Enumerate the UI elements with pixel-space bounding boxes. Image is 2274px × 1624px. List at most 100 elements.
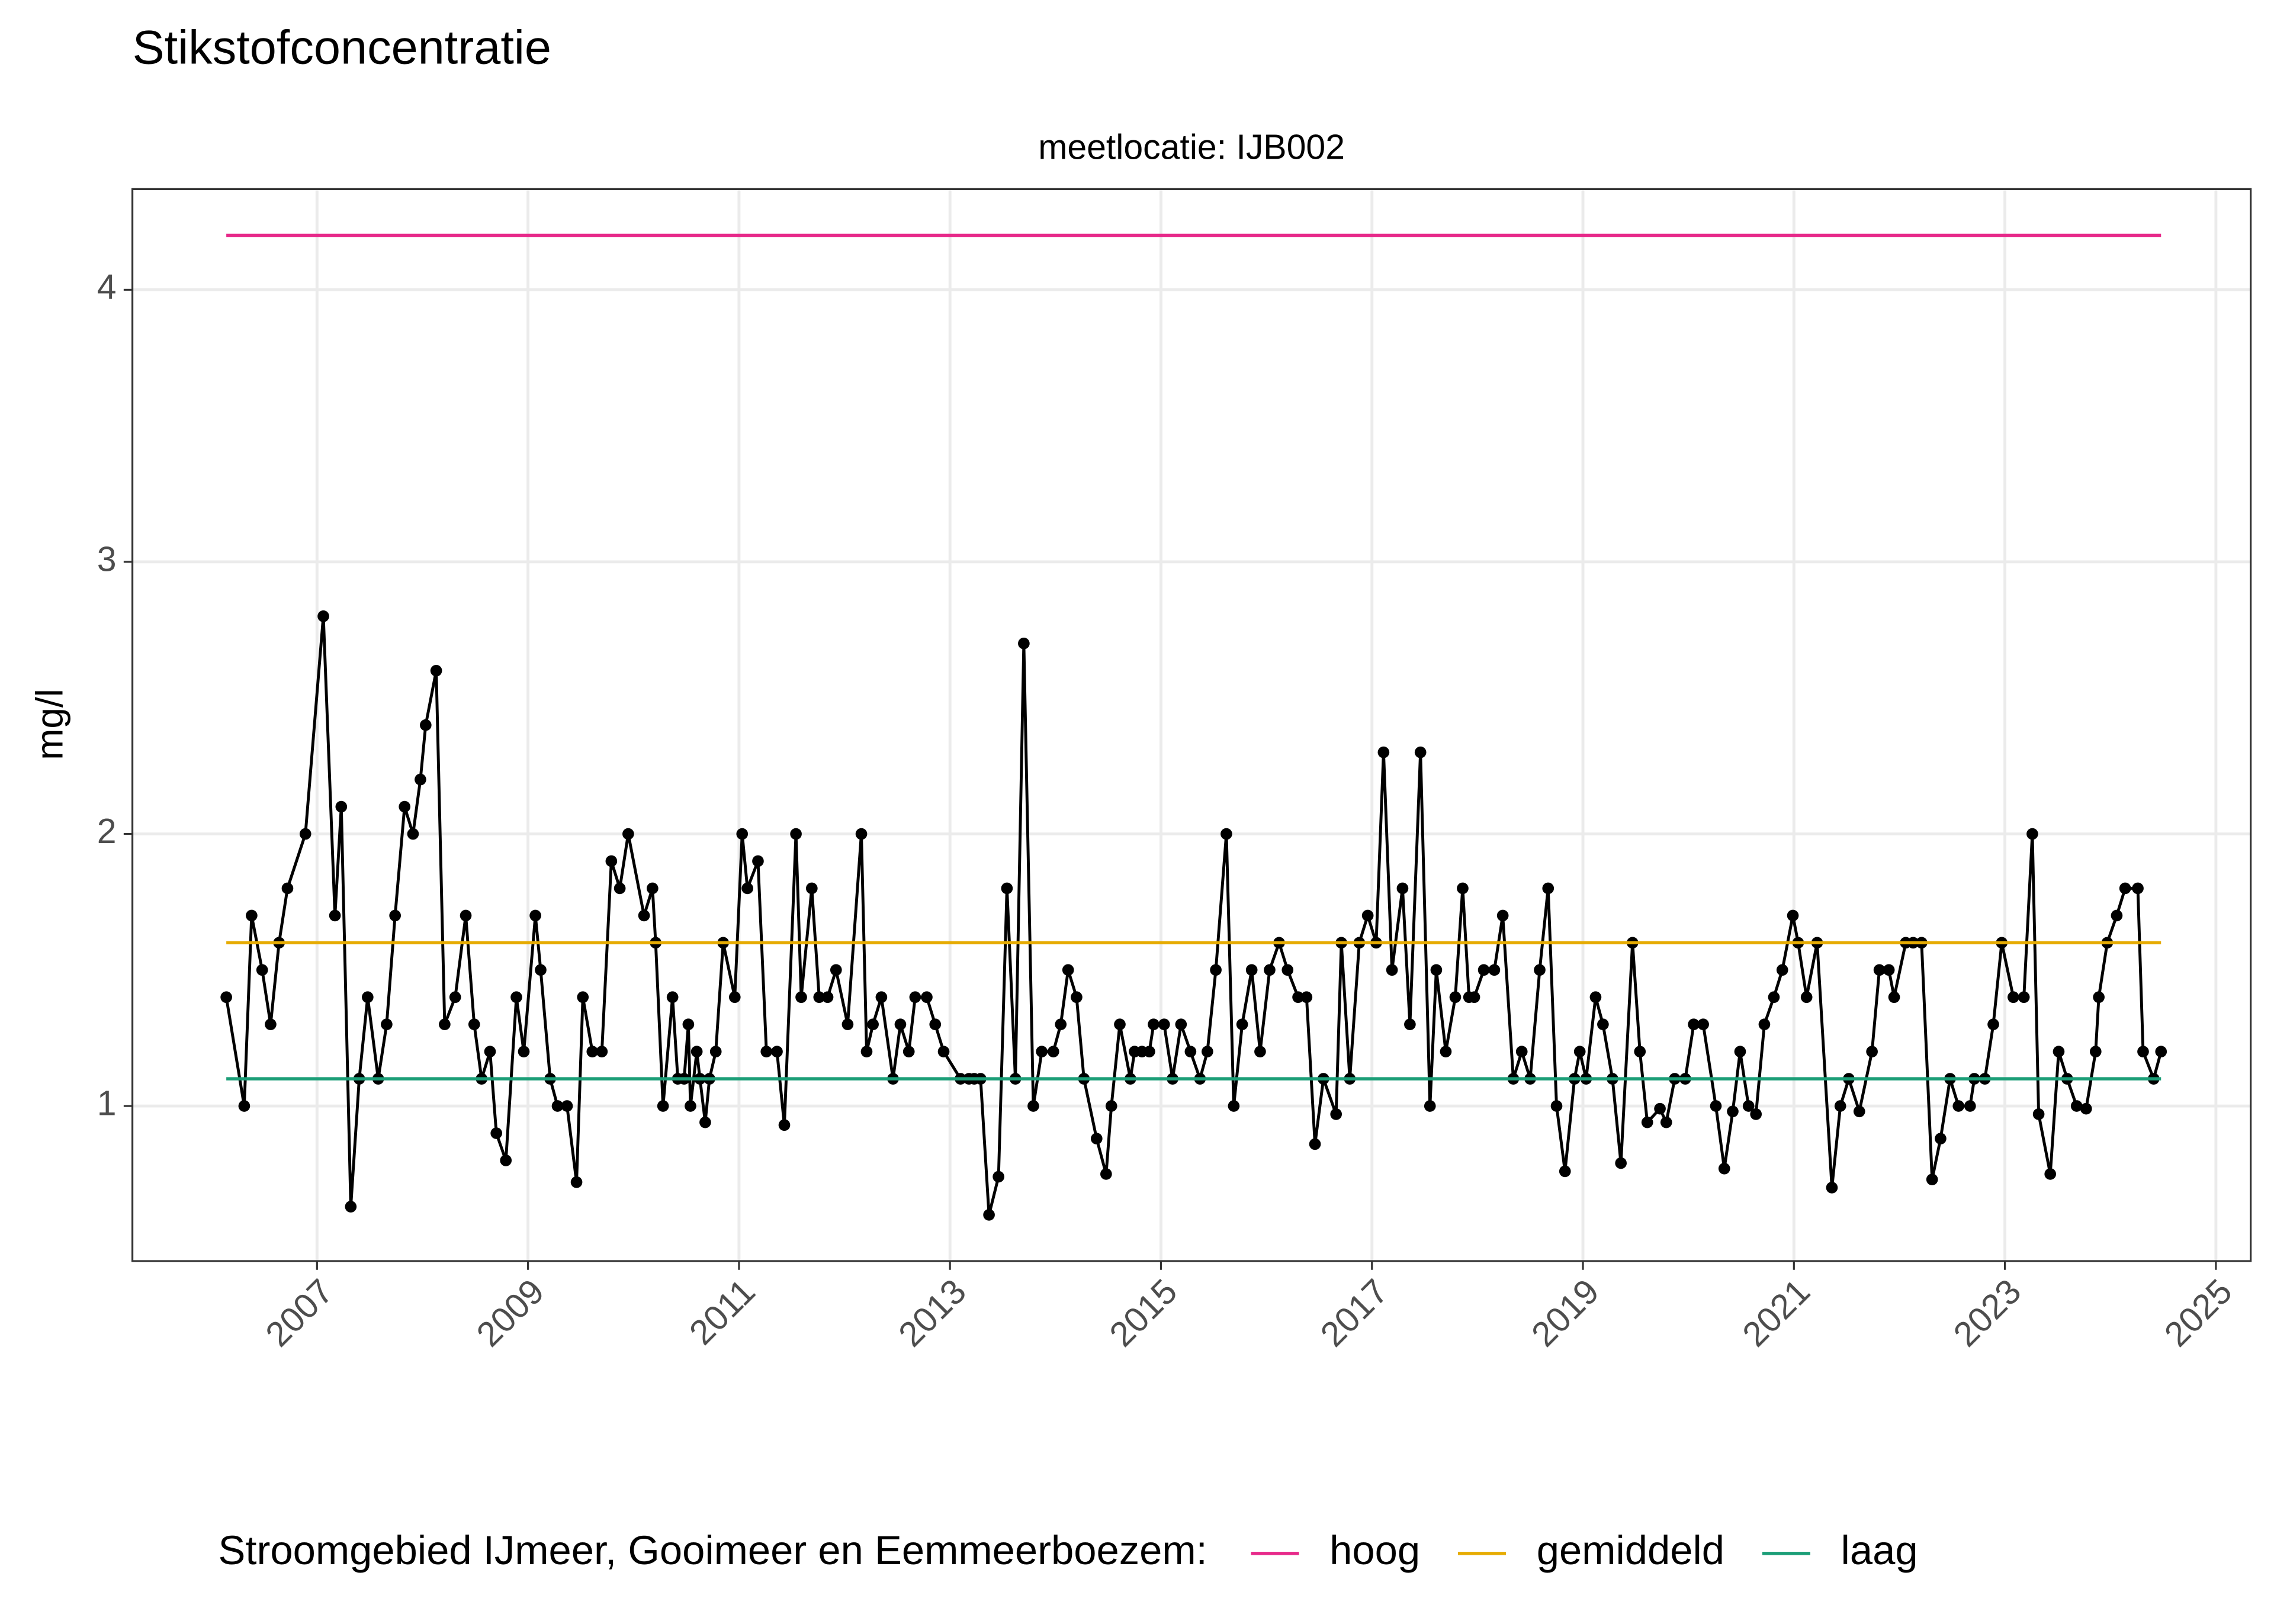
data-point — [685, 1100, 696, 1112]
chart-title: Stikstofconcentratie — [133, 21, 551, 74]
y-tick-label: 4 — [97, 268, 117, 307]
data-point — [894, 1018, 907, 1031]
data-point — [1488, 964, 1501, 976]
data-point — [1787, 909, 1799, 922]
data-point — [460, 909, 472, 922]
data-point — [586, 1046, 599, 1058]
y-tick-label: 3 — [97, 541, 117, 579]
data-point — [1750, 1108, 1762, 1120]
legend-label: hoog — [1329, 1527, 1420, 1573]
data-point — [1468, 991, 1480, 1004]
data-point — [1597, 1018, 1609, 1031]
data-point — [1430, 964, 1443, 976]
legend-label: laag — [1841, 1527, 1918, 1573]
data-point — [1114, 1018, 1126, 1031]
data-point — [1158, 1018, 1170, 1031]
data-point — [561, 1100, 573, 1112]
data-point — [622, 828, 634, 840]
data-point — [1361, 909, 1374, 922]
data-point — [1718, 1162, 1730, 1175]
data-point — [362, 991, 374, 1004]
data-point — [790, 828, 802, 840]
y-tick-label: 2 — [97, 812, 117, 851]
data-point — [1615, 1157, 1627, 1169]
data-point — [1330, 1108, 1342, 1120]
data-point — [646, 882, 659, 895]
data-point — [1047, 1046, 1059, 1058]
data-point — [265, 1018, 277, 1031]
data-point — [1309, 1138, 1321, 1150]
data-point — [1292, 991, 1304, 1004]
data-point — [1254, 1046, 1266, 1058]
data-point — [529, 909, 541, 922]
data-point — [1550, 1100, 1563, 1112]
data-point — [238, 1100, 250, 1112]
data-point — [1688, 1018, 1700, 1031]
data-point — [1424, 1100, 1436, 1112]
data-point — [1281, 964, 1294, 976]
plot-area — [220, 233, 2167, 1221]
data-point — [1710, 1100, 1722, 1112]
data-point — [2093, 991, 2105, 1004]
data-point — [317, 610, 329, 622]
data-point — [1866, 1046, 1878, 1058]
data-point — [1264, 964, 1276, 976]
data-point — [430, 664, 442, 677]
data-point — [1036, 1046, 1048, 1058]
data-point — [1018, 638, 1030, 649]
data-point — [736, 828, 749, 840]
data-point — [778, 1119, 791, 1131]
data-point — [281, 882, 294, 895]
data-point — [1220, 828, 1232, 840]
data-point — [1377, 746, 1390, 758]
data-point — [813, 991, 826, 1004]
data-point — [1414, 746, 1427, 758]
data-point — [1202, 1046, 1213, 1058]
data-point — [407, 828, 419, 840]
data-point — [1758, 1018, 1771, 1031]
data-point — [657, 1100, 669, 1112]
data-point — [2026, 828, 2038, 840]
data-point — [1987, 1018, 1999, 1031]
data-point — [841, 1018, 854, 1031]
data-point — [570, 1176, 583, 1188]
data-point — [1542, 882, 1554, 895]
data-point — [2089, 1046, 2102, 1058]
data-point — [500, 1155, 512, 1166]
data-point — [518, 1046, 530, 1058]
data-point — [1534, 964, 1546, 976]
data-point — [902, 1046, 915, 1058]
data-point — [299, 828, 311, 840]
data-point — [983, 1209, 995, 1221]
data-point — [577, 991, 589, 1004]
data-point — [1300, 991, 1313, 1004]
data-point — [2018, 991, 2030, 1004]
data-point — [1245, 964, 1258, 976]
data-point — [510, 991, 522, 1004]
data-point — [771, 1046, 783, 1058]
data-point — [1440, 1046, 1452, 1058]
facet-label: meetlocatie: IJB002 — [1038, 128, 1345, 167]
data-point — [1559, 1165, 1571, 1178]
data-point — [741, 882, 753, 895]
data-point — [2032, 1108, 2045, 1120]
data-point — [1573, 1046, 1586, 1058]
data-point — [2155, 1046, 2167, 1058]
data-point — [1734, 1046, 1746, 1058]
data-point — [1964, 1100, 1976, 1112]
legend: Stroomgebied IJmeer, Gooimeer en Eemmeer… — [219, 1527, 1918, 1573]
data-point — [1727, 1105, 1739, 1118]
data-point — [860, 1046, 873, 1058]
data-point — [867, 1018, 879, 1031]
data-point — [1589, 991, 1602, 1004]
data-point — [1071, 991, 1083, 1004]
data-point — [551, 1100, 564, 1112]
data-point — [709, 1046, 722, 1058]
data-point — [2044, 1168, 2057, 1180]
data-point — [2137, 1046, 2149, 1058]
data-point — [1449, 991, 1462, 1004]
data-point — [389, 909, 401, 922]
data-point — [399, 800, 411, 813]
